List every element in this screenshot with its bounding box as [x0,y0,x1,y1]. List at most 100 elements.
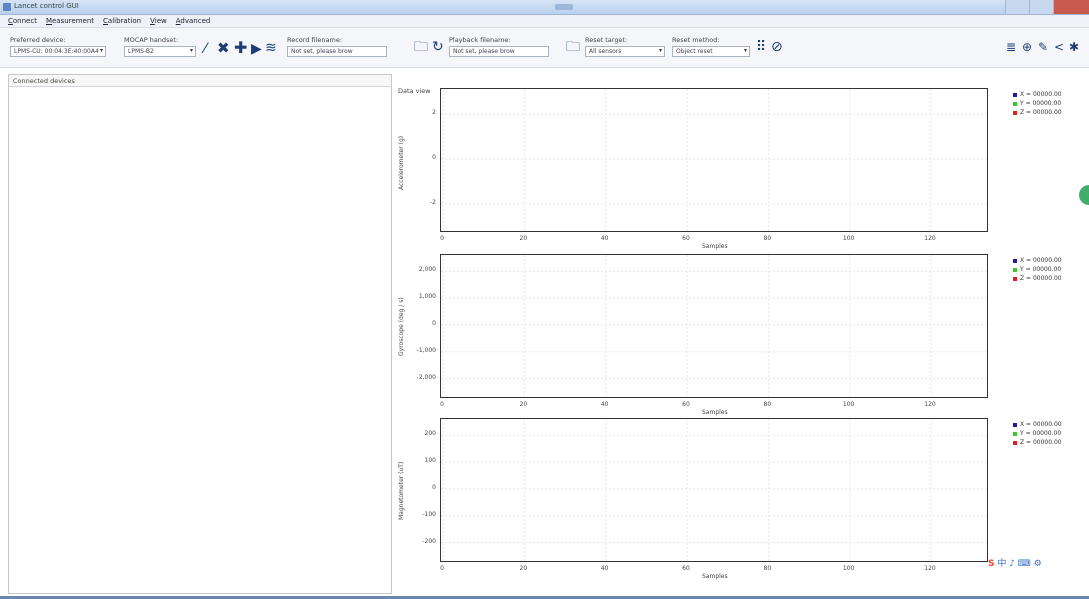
x-tick-label: 120 [924,235,936,242]
close-button[interactable] [1053,0,1089,14]
gyroscope-x-axis-label: Samples [702,409,728,416]
reset-method-select[interactable]: Object reset ▾ [672,46,750,57]
accelerometer-x-axis-label: Samples [702,243,728,250]
target-icon[interactable]: ⊕ [1022,40,1033,54]
minimize-button[interactable] [1005,0,1029,14]
preferred-device-select[interactable]: LPMS-CU: 00:04:3E:40:00A4 ▾ [10,46,106,57]
legend-swatch [1013,101,1017,106]
maximize-button[interactable] [1029,0,1053,14]
record-file-label: Record filename: [287,36,343,44]
x-tick-label: 60 [682,565,690,572]
folder-open-icon[interactable]: 🗀 [566,39,580,55]
y-tick-label: -1,000 [416,346,436,354]
x-tick-label: 80 [763,401,772,408]
x-tick-label: 20 [519,565,528,572]
menu-advanced[interactable]: Advanced [175,17,211,25]
record-file-value: Not set, please brow [291,48,353,55]
legend-item: Z = 00000.00 [1013,108,1062,117]
legend-label: Y = 00000.00 [1020,100,1062,107]
y-tick-label: 200 [424,430,436,438]
add-sensor-icon[interactable]: ✚ [234,38,248,57]
y-tick-label: 0 [432,154,436,161]
cancel-icon[interactable]: ⊘ [771,39,783,55]
record-icon[interactable]: ≋ [265,40,277,56]
legend-item: Z = 00000.00 [1013,274,1062,283]
magnetometer-x-axis-label: Samples [702,573,728,580]
legend-swatch [1013,422,1017,427]
legend-swatch [1013,258,1017,263]
legend-swatch [1013,276,1017,281]
folder-icon[interactable]: 🗀 [414,39,428,55]
record-file-field[interactable]: Not set, please brow [287,46,387,57]
legend-item: Y = 00000.00 [1013,99,1062,108]
connected-devices-panel: Connected devices [8,74,392,594]
preferred-device-value: LPMS-CU: 00:04:3E:40:00A4 [14,48,99,55]
x-tick-label: 60 [682,235,690,242]
y-tick-label: 1,000 [418,293,436,301]
magnetometer-plot-grid [441,419,987,561]
playback-file-field[interactable]: Not set, please brow [449,46,549,57]
magnetometer-plot[interactable] [440,418,988,562]
connect-icon[interactable]: ⁄ [204,41,207,57]
legend-item: X = 00000.00 [1013,256,1062,265]
legend-item: Y = 00000.00 [1013,265,1062,274]
playback-file-group: Playback filename: Not set, please brow [449,36,549,57]
ime-toolbar[interactable]: S 中 ♪ ⌨ ⚙ [988,559,1042,569]
x-tick-label: 100 [842,401,855,408]
gyroscope-plot[interactable] [440,254,988,398]
star-icon[interactable]: ✱ [1069,40,1080,54]
grid-icon[interactable]: ⠿ [756,39,767,55]
preferred-device-label: Preferred device: [10,36,66,44]
refresh-icon[interactable]: ↻ [432,39,444,55]
reset-target-label: Reset target: [585,36,628,44]
menu-measurement[interactable]: Measurement [45,17,95,25]
chevron-down-icon: ▾ [658,47,662,54]
playback-file-label: Playback filename: [449,36,511,44]
x-tick-label: 20 [519,401,528,408]
x-tick-label: 100 [842,565,855,572]
mocap-select[interactable]: LPMS-B2 ▾ [124,46,196,57]
reset-target-value: All sensors [589,48,622,55]
x-tick-label: 40 [600,401,609,408]
accelerometer-plot[interactable] [440,88,988,232]
y-tick-label: 0 [432,484,436,491]
window-controls [1005,0,1089,14]
x-tick-label: 120 [924,565,936,572]
legend-swatch [1013,110,1017,115]
menu-calibration[interactable]: Calibration [103,17,142,25]
legend-label: X = 00000.00 [1020,257,1062,264]
mocap-label: MOCAP handset: [124,36,179,44]
chevron-down-icon: ▾ [189,47,193,54]
mocap-group: MOCAP handset: LPMS-B2 ▾ [124,36,196,57]
legend-label: Y = 00000.00 [1020,266,1062,273]
legend-swatch [1013,431,1017,436]
menu-bar: Connect Measurement Calibration View Adv… [0,15,1089,28]
graph-window-icon[interactable]: ≣ [1006,40,1017,54]
legend-label: Y = 00000.00 [1020,430,1062,437]
title-bar-decoration [555,4,573,10]
chevron-down-icon: ▾ [99,47,103,54]
reset-target-select[interactable]: All sensors ▾ [585,46,665,57]
y-tick-label: -200 [422,537,436,545]
accelerometer-legend: X = 00000.00 Y = 00000.00 Z = 00000.00 [1013,90,1062,117]
y-tick-label: 0 [432,320,436,327]
floating-assistant-icon[interactable] [1079,185,1089,205]
y-tick-label: -2 [430,198,436,206]
x-tick-label: 0 [440,401,444,408]
record-file-group: Record filename: Not set, please brow [287,36,387,57]
toolbar: Preferred device: LPMS-CU: 00:04:3E:40:0… [0,28,1089,68]
y-tick-label: 100 [424,457,436,465]
play-icon[interactable]: ▶ [251,41,262,57]
window-title: Lancet control GUI [14,2,79,10]
menu-connect[interactable]: Connect [8,17,37,25]
legend-label: Z = 00000.00 [1020,275,1062,282]
app-icon [3,3,11,11]
reset-method-label: Reset method: [672,36,720,44]
title-bar: Lancet control GUI [0,0,1089,15]
share-icon[interactable]: < [1054,40,1065,54]
reset-method-value: Object reset [676,48,713,55]
legend-swatch [1013,440,1017,445]
pen-icon[interactable]: ✎ [1038,40,1049,54]
menu-view[interactable]: View [150,17,167,25]
disconnect-icon[interactable]: ✖ [217,39,230,57]
